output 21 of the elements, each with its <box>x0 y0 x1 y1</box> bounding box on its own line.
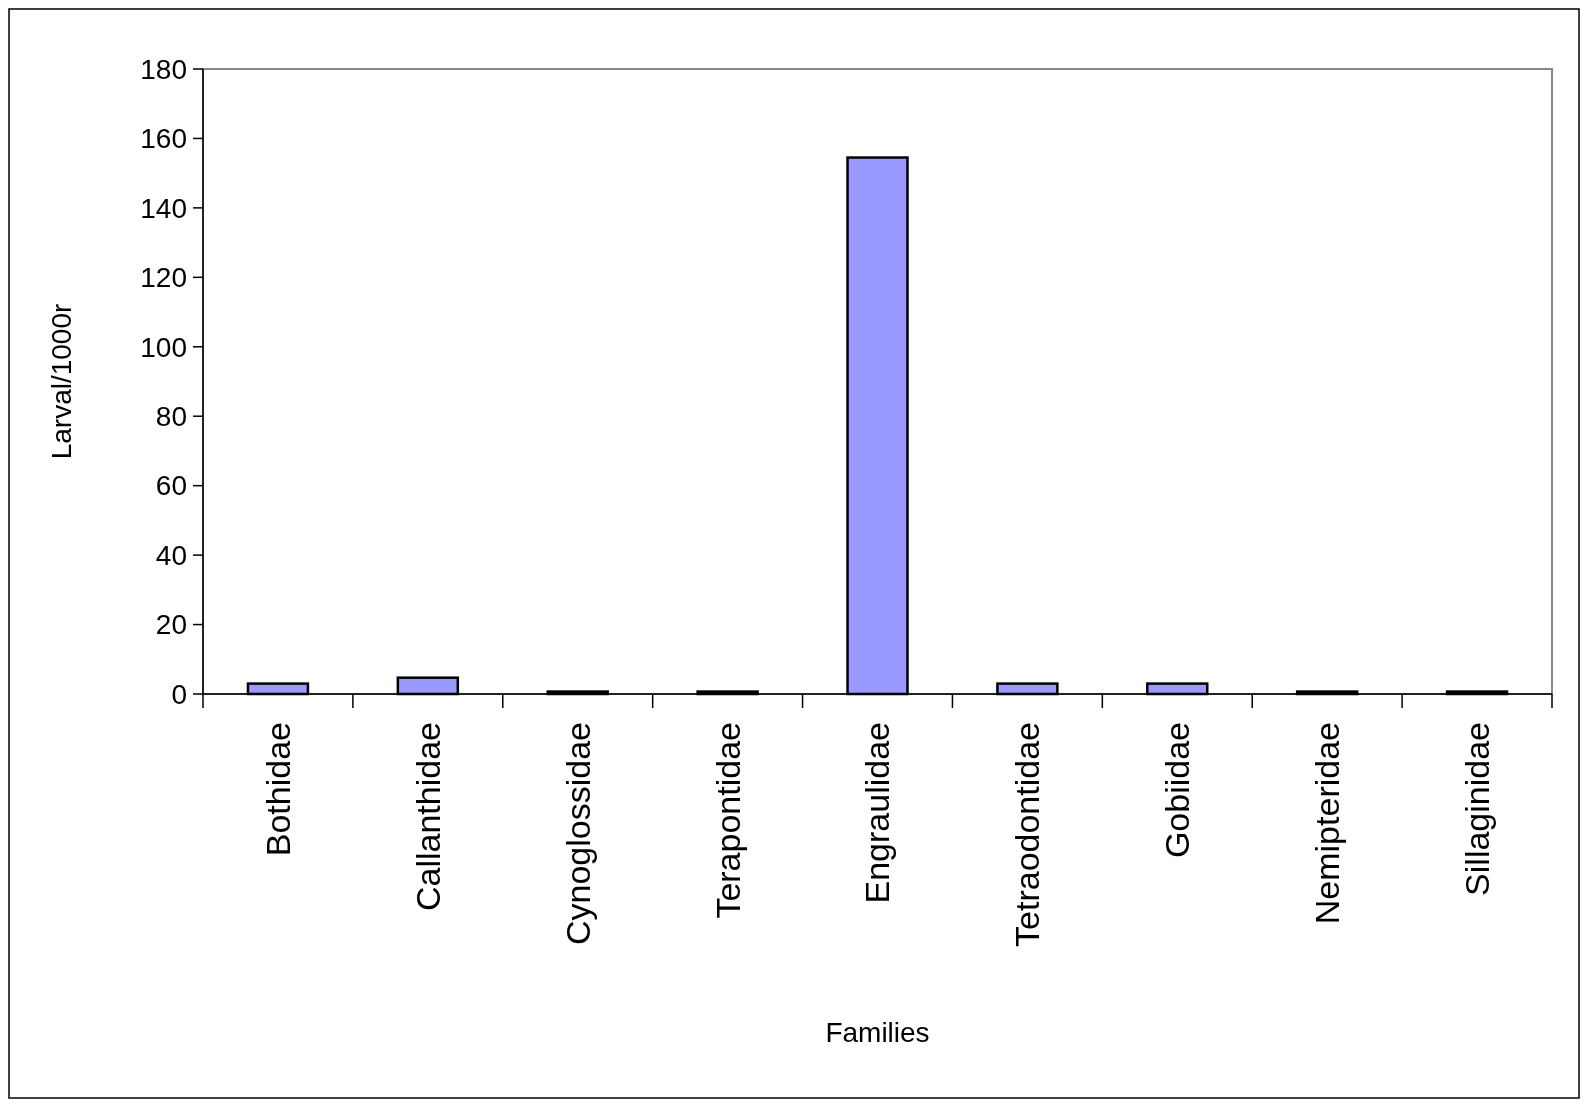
y-tick-label: 80 <box>155 401 187 433</box>
x-tick-label: Cynoglossidae <box>558 722 597 946</box>
x-tick-label: Tetraodontidae <box>1008 722 1047 947</box>
y-tick-label: 60 <box>155 470 187 502</box>
y-tick-label: 180 <box>140 53 187 85</box>
x-tick-label: Sillaginidae <box>1457 722 1496 896</box>
x-axis-title: Families <box>825 1017 930 1048</box>
x-tick-label: Terapontidae <box>708 722 747 919</box>
x-tick-label: Bothidae <box>258 722 297 857</box>
y-tick-label: 40 <box>155 539 187 571</box>
x-tick-label: Nemipteridae <box>1308 722 1347 925</box>
y-tick-label: 0 <box>171 678 187 710</box>
y-tick-label: 20 <box>155 609 187 641</box>
y-tick-label: 160 <box>140 123 187 155</box>
x-tick-label: Callanthidae <box>408 722 447 912</box>
y-axis-title: Larval/1000r <box>46 303 77 460</box>
y-tick-label: 120 <box>140 262 187 294</box>
x-tick-label: Engraulidae <box>858 722 897 904</box>
y-tick-label: 140 <box>140 192 187 224</box>
y-tick-label: 100 <box>140 331 187 363</box>
x-tick-label: Gobiidae <box>1158 722 1197 859</box>
